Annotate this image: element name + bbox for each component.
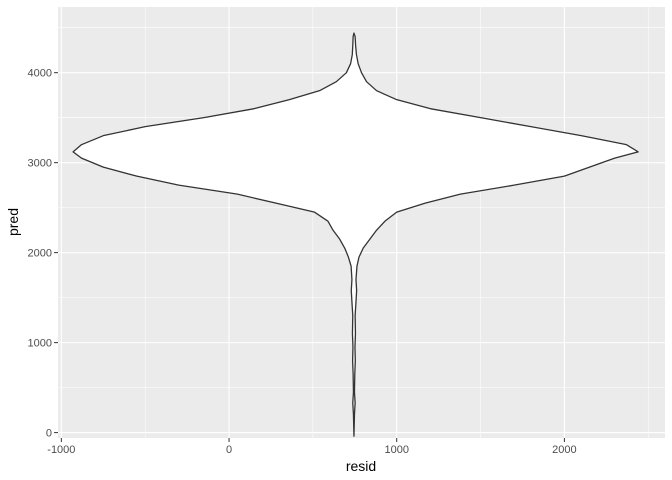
y-tick-label: 3000 — [28, 158, 52, 170]
x-tick-label: 1000 — [384, 444, 408, 456]
y-tick-label: 0 — [46, 428, 52, 440]
x-tick-label: 2000 — [552, 444, 576, 456]
y-tick-label: 1000 — [28, 338, 52, 350]
x-axis: -1000 0 1000 2000 — [47, 438, 577, 456]
violin-shape — [72, 32, 639, 437]
y-axis: 0 1000 2000 3000 4000 — [28, 68, 58, 440]
y-tick-label: 4000 — [28, 68, 52, 80]
x-axis-title: resid — [346, 458, 376, 474]
x-tick-label: -1000 — [47, 444, 75, 456]
y-tick-label: 2000 — [28, 248, 52, 260]
x-tick-label: 0 — [226, 444, 232, 456]
y-axis-title: pred — [5, 208, 21, 236]
